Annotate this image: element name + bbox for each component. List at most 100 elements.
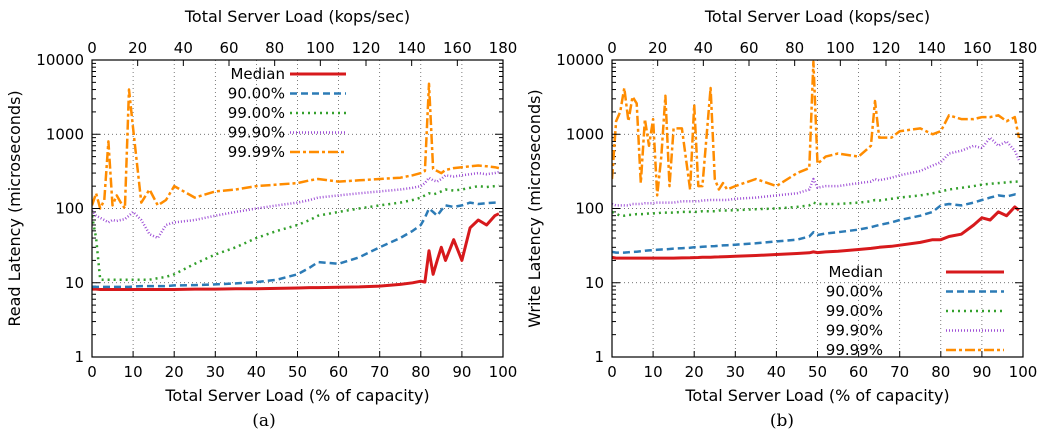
legend-b: Median 90.00%99.00% 99.90%99.99% [826, 263, 1004, 359]
x-axis-bottom-a: 0 10 20 30 40 50 60 70 80 90 100 [87, 351, 517, 381]
tick-label-x2: 40 [174, 39, 193, 57]
legend-item: Median [230, 65, 346, 83]
y-axis-title-b: Write Latency (microseconds) [525, 89, 544, 327]
tick-label-x2: 80 [785, 39, 804, 57]
series-lines-a [92, 82, 500, 291]
series-line-99-90- [612, 136, 1021, 207]
x-axis-top-b: 0 20 40 60 80 100 120 140 160 180 [607, 39, 1037, 66]
legend-item: 90.00% [826, 283, 1004, 301]
tick-label-y: 1 [594, 348, 604, 366]
series-line-90-00- [612, 193, 1020, 254]
tick-label-x: 10 [124, 363, 143, 381]
tick-label-x: 70 [890, 363, 909, 381]
x2-axis-title-a: Total Server Load (kops/sec) [184, 7, 410, 26]
tick-label-y: 1 [74, 348, 84, 366]
legend-label: Median [230, 65, 285, 83]
tick-label-y: 10 [65, 274, 84, 292]
y-axis-title-a: Read Latency (microseconds) [5, 90, 24, 326]
x-axis-title-a: Total Server Load (% of capacity) [164, 386, 429, 405]
tick-label-x2: 20 [648, 39, 667, 57]
chart-panel-read-latency: 0 10 20 30 40 50 60 70 80 90 1000 20 40 60 80 100 120 140… [5, 7, 517, 405]
tick-label-x: 0 [87, 363, 97, 381]
legend-item: Median [828, 263, 1004, 281]
tick-label-x2: 100 [826, 39, 855, 57]
tick-label-x2: 120 [352, 39, 381, 57]
legend-item: 99.90% [826, 322, 1004, 340]
tick-label-x2: 140 [917, 39, 946, 57]
x-axis-top-a: 0 20 40 60 80 100 120 140 160 180 [87, 39, 517, 66]
series-line-99-00- [92, 184, 500, 281]
tick-label-y: 1000 [46, 125, 84, 143]
x2-axis-title-b: Total Server Load (kops/sec) [704, 7, 930, 26]
legend-item: 90.00% [228, 85, 346, 103]
tick-label-x2: 0 [607, 39, 617, 57]
tick-label-y: 10 [585, 274, 604, 292]
legend-label: 90.00% [826, 283, 883, 301]
tick-label-x: 10 [644, 363, 663, 381]
tick-label-x2: 80 [265, 39, 284, 57]
tick-label-x: 40 [247, 363, 266, 381]
legend-item: 99.90% [228, 124, 346, 142]
series-line-median [92, 212, 500, 291]
y-axis-a: 1 10 100 1000 10000 [36, 51, 503, 366]
tick-label-x: 90 [452, 363, 471, 381]
tick-label-x: 100 [489, 363, 518, 381]
tick-label-x2: 20 [128, 39, 147, 57]
tick-label-x: 60 [329, 363, 348, 381]
tick-label-x: 0 [607, 363, 617, 381]
tick-label-y: 1000 [566, 125, 604, 143]
tick-label-x: 80 [931, 363, 950, 381]
tick-label-x: 60 [849, 363, 868, 381]
grid-a [92, 60, 503, 357]
legend-label: 99.90% [826, 322, 883, 340]
chart-panel-write-latency: 0 10 20 30 40 50 60 70 80 90 1000 20 40 60 80 100 120 140… [525, 7, 1037, 405]
legend-item: 99.99% [228, 143, 346, 161]
tick-label-x: 30 [206, 363, 225, 381]
tick-label-x: 40 [767, 363, 786, 381]
x-axis-title-b: Total Server Load (% of capacity) [684, 386, 949, 405]
series-line-99-99- [612, 60, 1021, 197]
tick-label-x2: 160 [963, 39, 992, 57]
legend-label: 99.00% [826, 302, 883, 320]
tick-label-x: 30 [726, 363, 745, 381]
legend-a: Median 90.00%99.00% 99.90%99.99% [228, 65, 346, 161]
series-line-99-99- [92, 82, 500, 210]
tick-label-x2: 140 [397, 39, 426, 57]
tick-label-y: 100 [575, 200, 604, 218]
series-line-90-00- [92, 201, 499, 289]
minor-ticks-b [612, 62, 1023, 336]
tick-label-x: 20 [685, 363, 704, 381]
tick-label-x2: 40 [694, 39, 713, 57]
grid-b [612, 60, 1023, 357]
series-line-99-00- [612, 180, 1019, 217]
legend-item: 99.99% [826, 341, 1004, 359]
legend-label: 99.99% [228, 143, 285, 161]
tick-label-x: 50 [808, 363, 827, 381]
series-line-median [612, 205, 1020, 260]
y-axis-b: 1 10 100 1000 10000 [556, 51, 1023, 366]
x-axis-bottom-b: 0 10 20 30 40 50 60 70 80 90 100 [607, 351, 1037, 381]
tick-label-x2: 180 [1009, 39, 1038, 57]
series-lines-b [612, 60, 1021, 260]
caption-a: (a) [252, 411, 275, 431]
tick-label-x: 20 [165, 363, 184, 381]
legend-label: 90.00% [228, 85, 285, 103]
legend-label: 99.00% [228, 104, 285, 122]
legend-label: 99.90% [228, 124, 285, 142]
tick-label-x2: 180 [489, 39, 518, 57]
tick-label-y: 100 [55, 200, 84, 218]
caption-b: (b) [770, 411, 794, 431]
tick-label-x2: 100 [306, 39, 335, 57]
legend-item: 99.00% [228, 104, 346, 122]
tick-label-x2: 0 [87, 39, 97, 57]
tick-label-x2: 160 [443, 39, 472, 57]
series-line-99-90- [92, 170, 500, 240]
tick-label-x2: 60 [739, 39, 758, 57]
minor-ticks-a [92, 62, 503, 336]
tick-label-x: 100 [1009, 363, 1038, 381]
legend-label: 99.99% [826, 341, 883, 359]
tick-label-x: 90 [972, 363, 991, 381]
tick-label-x: 70 [370, 363, 389, 381]
legend-label: Median [828, 263, 883, 281]
